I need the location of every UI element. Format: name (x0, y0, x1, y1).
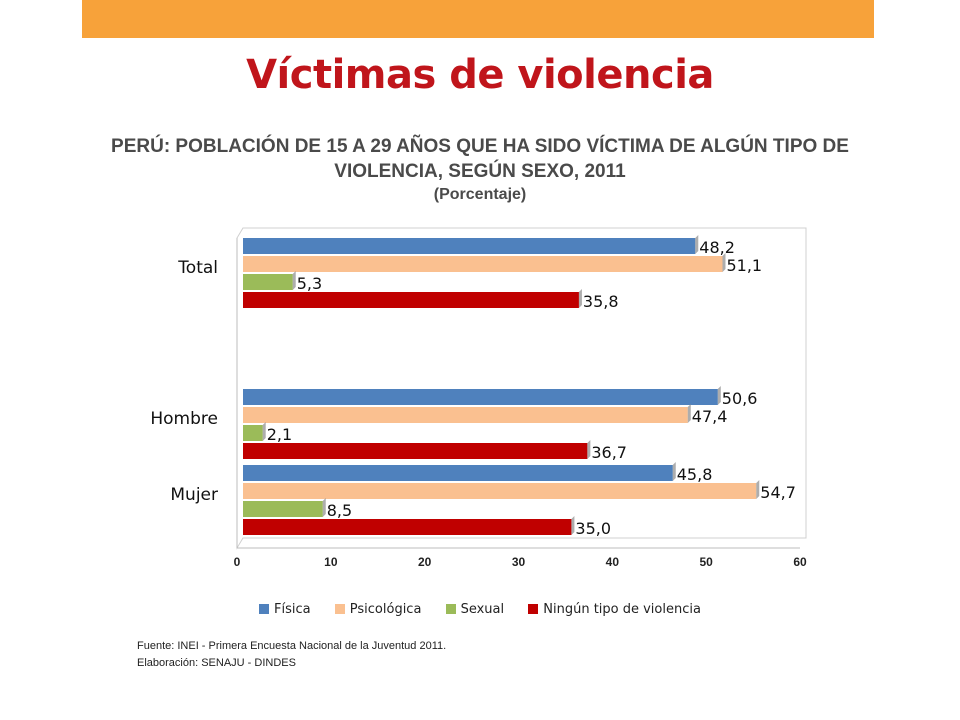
legend-item-fisica: Física (259, 602, 311, 617)
legend-swatch-ninguno (528, 604, 539, 614)
data-label-hombre-0: 50,6 (722, 389, 758, 408)
data-label-mujer-1: 54,7 (760, 483, 796, 502)
legend-swatch-sexual (445, 604, 456, 614)
legend-item-psicologica: Psicológica (334, 602, 422, 617)
legend-label-psicologica: Psicológica (349, 602, 422, 617)
bar-cap-mujer-0 (672, 462, 676, 481)
x-tick-20: 20 (418, 555, 432, 569)
bar-cap-total-0 (695, 235, 699, 254)
bar-cap-mujer-1 (756, 480, 760, 499)
x-tick-40: 40 (606, 555, 620, 569)
legend-swatch-psicologica (334, 604, 345, 614)
data-label-mujer-2: 8,5 (327, 501, 352, 520)
legend-swatch-fisica (259, 604, 270, 614)
category-label-hombre: Hombre (150, 409, 218, 429)
bar-hombre-1 (243, 407, 688, 423)
chart-unit: (Porcentaje) (433, 186, 527, 203)
bar-mujer-0 (243, 465, 673, 481)
legend-item-ninguno: Ningún tipo de violencia (528, 602, 701, 617)
bar-mujer-3 (243, 519, 572, 535)
elaboration-note: Elaboración: SENAJU - DINDES (137, 657, 296, 669)
x-tick-30: 30 (512, 555, 526, 569)
legend-label-fisica: Física (274, 602, 311, 617)
data-label-total-2: 5,3 (297, 274, 322, 293)
bar-chart: Total 48,251,1 5,3 35,8 Hombre 50,647,4 2,1 36,… (150, 227, 807, 569)
x-tick-50: 50 (699, 555, 713, 569)
bar-total-3 (243, 292, 579, 308)
chart-title-line-1: PERÚ: POBLACIÓN DE 15 A 29 AÑOS QUE HA S… (111, 136, 849, 157)
data-label-total-0: 48,2 (699, 238, 735, 257)
legend-label-sexual: Sexual (460, 602, 505, 617)
bar-cap-hombre-1 (687, 404, 691, 423)
bar-hombre-2 (243, 425, 263, 441)
legend-item-sexual: Sexual (445, 602, 505, 617)
x-tick-10: 10 (324, 555, 338, 569)
bar-cap-total-1 (722, 253, 726, 272)
bar-cap-hombre-2 (262, 422, 266, 441)
slide-title: Víctimas de violencia (246, 52, 714, 98)
x-tick-0: 0 (234, 555, 241, 569)
data-label-hombre-2: 2,1 (267, 425, 292, 444)
data-label-total-3: 35,8 (583, 292, 619, 311)
data-label-mujer-3: 35,0 (575, 519, 611, 538)
top-accent-bar (82, 0, 874, 38)
bar-hombre-3 (243, 443, 588, 459)
bar-total-2 (243, 274, 293, 290)
chart-title-line-2: VIOLENCIA, SEGÚN SEXO, 2011 (334, 161, 626, 182)
bar-cap-hombre-3 (587, 440, 591, 459)
bar-cap-mujer-3 (571, 516, 575, 535)
category-label-total: Total (177, 258, 218, 278)
bar-cap-total-2 (292, 271, 296, 290)
bar-cap-total-3 (578, 289, 582, 308)
category-label-mujer: Mujer (170, 485, 218, 505)
data-label-total-1: 51,1 (726, 256, 762, 275)
chart-title: PERÚ: POBLACIÓN DE 15 A 29 AÑOS QUE HA S… (40, 134, 920, 206)
legend-label-ninguno: Ningún tipo de violencia (543, 602, 701, 617)
bar-cap-mujer-2 (322, 498, 326, 517)
data-label-hombre-3: 36,7 (591, 443, 627, 462)
data-label-hombre-1: 47,4 (692, 407, 728, 426)
bar-mujer-2 (243, 501, 323, 517)
x-tick-60: 60 (793, 555, 807, 569)
bar-cap-hombre-0 (717, 386, 721, 405)
data-label-mujer-0: 45,8 (677, 465, 713, 484)
source-note: Fuente: INEI - Primera Encuesta Nacional… (137, 640, 447, 652)
bar-total-0 (243, 238, 696, 254)
bar-hombre-0 (243, 389, 718, 405)
bar-mujer-1 (243, 483, 757, 499)
chart-legend: Física Psicológica Sexual Ningún tipo de… (0, 602, 960, 617)
bar-total-1 (243, 256, 723, 272)
